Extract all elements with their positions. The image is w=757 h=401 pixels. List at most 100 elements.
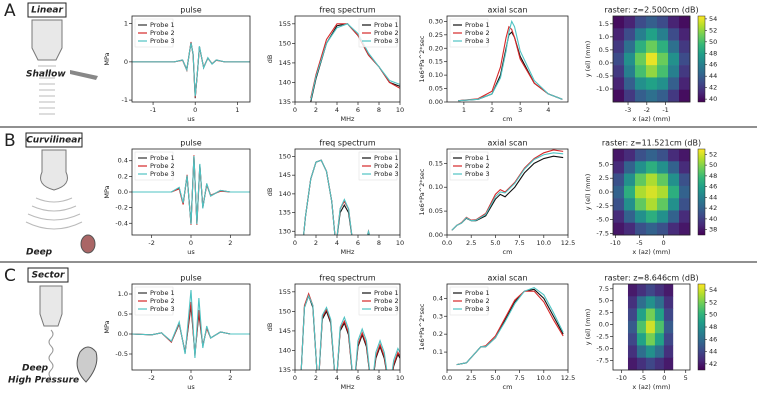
x-tick-label: 2 (314, 374, 318, 382)
y-tick-label: 140 (279, 78, 291, 86)
x-tick-label: 2 (314, 106, 318, 114)
heatmap-cell (613, 173, 625, 187)
series-line (303, 159, 371, 235)
heatmap-cell (646, 185, 658, 199)
heatmap-cell (654, 296, 665, 309)
y-tick-label: -5.0 (596, 345, 609, 353)
plot-frame (446, 148, 569, 236)
heatmap-cell (624, 210, 636, 224)
heatmap-cell (668, 52, 680, 66)
heatmap-cell (679, 222, 691, 236)
x-tick-label: -2 (148, 374, 154, 382)
x-axis-label: MHz (341, 115, 355, 123)
y-tick-label: -0.5 (596, 72, 609, 80)
y-tick-label: 0.10 (429, 71, 443, 79)
heatmap-cell (657, 210, 669, 224)
heatmap-cell (679, 149, 691, 162)
heatmap-cell (645, 345, 656, 359)
legend-label: Probe 1 (150, 21, 175, 29)
wavefronts (25, 197, 83, 230)
colorbar-tick-label: 50 (709, 38, 717, 46)
x-tick-label: 0.0 (442, 239, 452, 247)
x-tick-label: 3 (518, 106, 522, 114)
y-axis-label: MPa (103, 320, 111, 333)
x-tick-label: 5.0 (490, 239, 500, 247)
y-tick-label: 2.5 (599, 174, 609, 182)
plot-frame (612, 15, 691, 103)
y-tick-label: 135 (279, 366, 291, 374)
x-tick-label: 6 (356, 239, 360, 247)
x-tick-label: 8 (377, 239, 381, 247)
x-tick-label: 4 (335, 374, 339, 382)
heatmap-cell (668, 161, 680, 174)
heatmap-cell (679, 40, 691, 54)
heatmap-cell (657, 16, 669, 29)
y-tick-label: 0.4 (433, 294, 443, 302)
chart-title: freq spectrum (319, 274, 376, 283)
y-tick-label: 150 (279, 152, 291, 160)
x-tick-label: -5 (640, 374, 646, 382)
y-tick-label: 1.5 (599, 20, 609, 28)
x-tick-label: 1 (462, 106, 466, 114)
y-tick-label: 0.5 (118, 310, 128, 318)
x-tick-label: 10 (396, 239, 404, 247)
probe-name-box (27, 2, 67, 18)
heatmap-cell (645, 320, 656, 334)
legend-label: Probe 3 (374, 305, 399, 313)
heatmap-cell (624, 222, 636, 236)
y-tick-label: 0.25 (429, 31, 443, 39)
heatmap-cell (668, 65, 680, 78)
x-tick-label: 0 (293, 239, 297, 247)
chart-title: raster: z=2.500cm (dB) (604, 6, 698, 15)
probe-shape (39, 285, 63, 327)
colorbar-tick-label: 44 (709, 193, 717, 201)
heatmap-cell (668, 198, 680, 211)
y-tick-label: 0.15 (429, 159, 443, 167)
plot-frame (131, 148, 251, 236)
legend-label: Probe 1 (150, 289, 175, 297)
heatmap-cell (635, 161, 647, 174)
heatmap-cell (624, 149, 636, 162)
y-tick-label: -0.2 (115, 204, 128, 212)
colorbar-tick-label: 46 (709, 61, 717, 69)
x-tick-label: 0 (189, 374, 193, 382)
heatmap-cell (657, 161, 669, 174)
heatmap-cell (646, 89, 658, 103)
y-tick-label: 155 (279, 20, 291, 28)
y-tick-label: 0.2 (118, 172, 128, 180)
series-line (132, 289, 250, 359)
heatmap-cell (679, 173, 691, 187)
heatmap-cell (663, 308, 674, 322)
heatmap-cell (624, 89, 636, 103)
probe-name-box (27, 267, 69, 283)
y-tick-label: -2.5 (596, 333, 609, 341)
heatmap-cell (679, 16, 691, 29)
heatmap-cell (636, 345, 647, 359)
series-line (310, 23, 400, 101)
x-tick-label: -10 (616, 374, 627, 382)
legend-label: Probe 1 (374, 21, 399, 29)
x-tick-label: 2 (228, 374, 232, 382)
y-tick-label: 7.5 (599, 285, 609, 293)
heatmap-cell (654, 320, 665, 334)
y-axis-label: 1e6*Pa^2*sec (418, 303, 426, 350)
wavefronts (48, 329, 54, 379)
y-tick-label: 150 (279, 307, 291, 315)
y-tick-label: 0.0 (599, 188, 609, 196)
y-tick-label: 0.05 (429, 85, 443, 93)
legend-label: Probe 2 (150, 29, 175, 37)
x-tick-label: 0 (293, 106, 297, 114)
series-line (132, 42, 250, 97)
y-tick-label: 0.0 (599, 321, 609, 329)
x-tick-label: 4 (546, 106, 550, 114)
colorbar (697, 283, 706, 371)
x-tick-label: 5.0 (490, 374, 500, 382)
heatmap-cell (657, 185, 669, 199)
heatmap-cell (613, 28, 625, 41)
series-line (310, 23, 400, 99)
heatmap-cell (613, 149, 625, 162)
heatmap-cell (624, 185, 636, 199)
heatmap-cell (613, 77, 625, 91)
series-line (300, 294, 400, 370)
heatmap-cell (636, 308, 647, 322)
